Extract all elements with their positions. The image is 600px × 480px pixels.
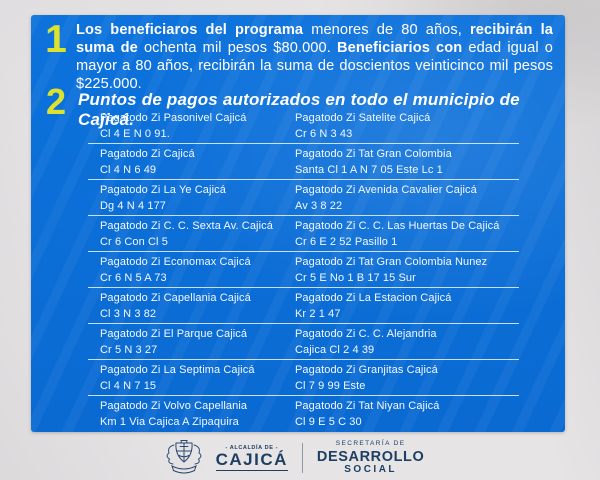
payment-points-heading: Puntos de pagos autorizados en todo el m…	[78, 90, 520, 129]
cajica-crest-icon	[166, 440, 201, 474]
notice-2-number: 2	[45, 81, 67, 122]
alcaldia-label-big: CAJICÁ	[215, 450, 288, 471]
location-address: Cajica Cl 2 4 39	[295, 343, 375, 356]
location-name: Pagatodo Zi Tat Niyan Cajicá	[295, 400, 440, 412]
location-address: Cr 6 E 2 52 Pasillo 1	[295, 235, 398, 248]
secretaria-label-sub: SOCIAL	[344, 464, 398, 475]
list-item: Pagatodo Zi Cajicá Cl 4 N 6 49	[88, 144, 292, 180]
list-item: Pagatodo Zi La Estacion Cajicá Kr 2 1 47	[292, 288, 519, 324]
location-name: Pagatodo Zi Volvo Capellania	[100, 400, 248, 412]
location-name: Pagatodo Zi Tat Gran Colombia Nunez	[295, 256, 488, 268]
list-item: Pagatodo Zi Pasonivel Cajicá Cl 4 E N 0 9…	[88, 108, 292, 144]
list-item: Pagatodo Zi Tat Gran Colombia Santa Cl 1 …	[292, 144, 519, 180]
location-name: Pagatodo Zi Pasonivel Cajicá	[100, 112, 247, 124]
location-name: Pagatodo Zi El Parque Cajicá	[100, 328, 248, 340]
list-item: Pagatodo Zi Tat Niyan Cajicá Cl 9 E 5 C 3…	[292, 396, 519, 432]
locations-column-left: Pagatodo Zi Pasonivel Cajicá Cl 4 E N 0 9…	[88, 108, 292, 432]
list-item: Pagatodo Zi Capellania Cajicá Cl 3 N 3 82	[88, 288, 292, 324]
location-address: Cr 6 Con Cl 5	[100, 235, 168, 248]
list-item: Pagatodo Zi C. C. Alejandria Cajica Cl 2 …	[292, 324, 519, 360]
location-name: Pagatodo Zi Tat Gran Colombia	[295, 148, 452, 160]
list-item: Pagatodo Zi Volvo Capellania Km 1 Via Caj…	[88, 396, 292, 432]
location-name: Pagatodo Zi C. C. Las Huertas De Cajicá	[295, 220, 500, 232]
location-address: Cl 9 E 5 C 30	[295, 415, 362, 428]
location-name: Pagatodo Zi Cajicá	[100, 148, 195, 160]
location-name: Pagatodo Zi Avenida Cavalier Cajicá	[295, 184, 477, 196]
location-address: Km 1 Via Cajica A Zipaquira	[100, 415, 239, 428]
location-name: Pagatodo Zi Satelite Cajicá	[295, 112, 431, 124]
location-address: Cr 5 N 3 27	[100, 343, 158, 356]
notice-1-number: 1	[45, 18, 67, 61]
list-item: Pagatodo Zi Economax Cajicá Cr 6 N 5 A 73	[88, 252, 292, 288]
benefit-text-segment: recibirán la suma de	[76, 22, 553, 56]
alcaldia-logo: - ALCALDÍA DE - CAJICÁ	[215, 445, 288, 471]
location-name: Pagatodo Zi Capellania Cajicá	[100, 292, 251, 304]
footer-divider	[301, 443, 303, 473]
location-address: Cr 6 N 3 43	[295, 127, 353, 140]
benefit-text-segment: Los beneficiaros del programa	[76, 22, 312, 38]
benefit-amounts-text: Los beneficiaros del programa menores de…	[76, 21, 553, 93]
benefit-text-segment: edad igual o mayor a 80 años,	[76, 40, 553, 74]
benefit-text-segment: ochenta mil pesos $80.000.	[143, 40, 337, 56]
location-name: Pagatodo Zi La Ye Cajicá	[100, 184, 226, 196]
notice-2: 2 Puntos de pagos autorizados en todo el…	[41, 83, 553, 130]
secretaria-label-small: SECRETARÍA DE	[335, 440, 406, 447]
location-name: Pagatodo Zi Granjitas Cajicá	[295, 364, 438, 376]
location-address: Dg 4 N 4 177	[100, 199, 167, 212]
location-address: Santa Cl 1 A N 7 05 Este Lc 1	[295, 163, 443, 176]
list-item: Pagatodo Zi Granjitas Cajicá Cl 7 9 99 Es…	[292, 360, 519, 396]
list-item: Pagatodo Zi La Septima Cajicá Cl 4 N 7 15	[88, 360, 292, 396]
list-item: Pagatodo Zi La Ye Cajicá Dg 4 N 4 177	[88, 180, 292, 216]
location-name: Pagatodo Zi C. C. Alejandria	[295, 328, 437, 340]
location-address: Cl 4 N 6 49	[100, 163, 157, 176]
payment-points-list: Pagatodo Zi Pasonivel Cajicá Cl 4 E N 0 9…	[88, 108, 519, 432]
location-name: Pagatodo Zi La Estacion Cajicá	[295, 292, 452, 304]
list-item: Pagatodo Zi C. C. Las Huertas De Cajicá C…	[292, 216, 519, 252]
benefit-text-segment: recibirán la suma de doscientos veintici…	[76, 58, 554, 92]
info-panel: 1 Los beneficiaros del programa menores …	[31, 15, 565, 432]
location-address: Cl 4 N 7 15	[100, 379, 157, 392]
list-item: Pagatodo Zi Satelite Cajicá Cr 6 N 3 43	[292, 108, 519, 144]
list-item: Pagatodo Zi Tat Gran Colombia Nunez Cr 5 …	[292, 252, 519, 288]
location-name: Pagatodo Zi Economax Cajicá	[100, 256, 251, 268]
benefit-text-segment: menores de 80 años,	[311, 22, 470, 38]
notice-1: 1 Los beneficiaros del programa menores …	[41, 20, 553, 93]
location-address: Cr 6 N 5 A 73	[100, 271, 167, 284]
list-item: Pagatodo Zi El Parque Cajicá Cr 5 N 3 27	[88, 324, 292, 360]
location-name: Pagatodo Zi C. C. Sexta Av. Cajicá	[100, 220, 273, 232]
location-address: Av 3 8 22	[295, 199, 343, 212]
benefit-text-segment: Beneficiarios con	[336, 40, 469, 56]
list-item: Pagatodo Zi C. C. Sexta Av. Cajicá Cr 6 C…	[88, 216, 292, 252]
location-address: Cl 7 9 99 Este	[295, 379, 366, 392]
location-address: Cr 5 E No 1 B 17 15 Sur	[295, 271, 416, 284]
location-address: Kr 2 1 47	[295, 307, 341, 320]
alcaldia-label-small: - ALCALDÍA DE -	[225, 445, 279, 451]
locations-column-right: Pagatodo Zi Satelite Cajicá Cr 6 N 3 43 Pa…	[292, 108, 519, 432]
secretaria-logo: SECRETARÍA DE DESARROLLO SOCIAL	[316, 440, 425, 475]
location-name: Pagatodo Zi La Septima Cajicá	[100, 364, 255, 376]
footer-logos: - ALCALDÍA DE - CAJICÁ SECRETARÍA DE DES…	[0, 437, 593, 479]
list-item: Pagatodo Zi Avenida Cavalier Cajicá Av 3 …	[292, 180, 519, 216]
location-address: Cl 4 E N 0 91.	[100, 127, 170, 140]
secretaria-label-big: DESARROLLO	[316, 448, 425, 465]
location-address: Cl 3 N 3 82	[100, 307, 157, 320]
